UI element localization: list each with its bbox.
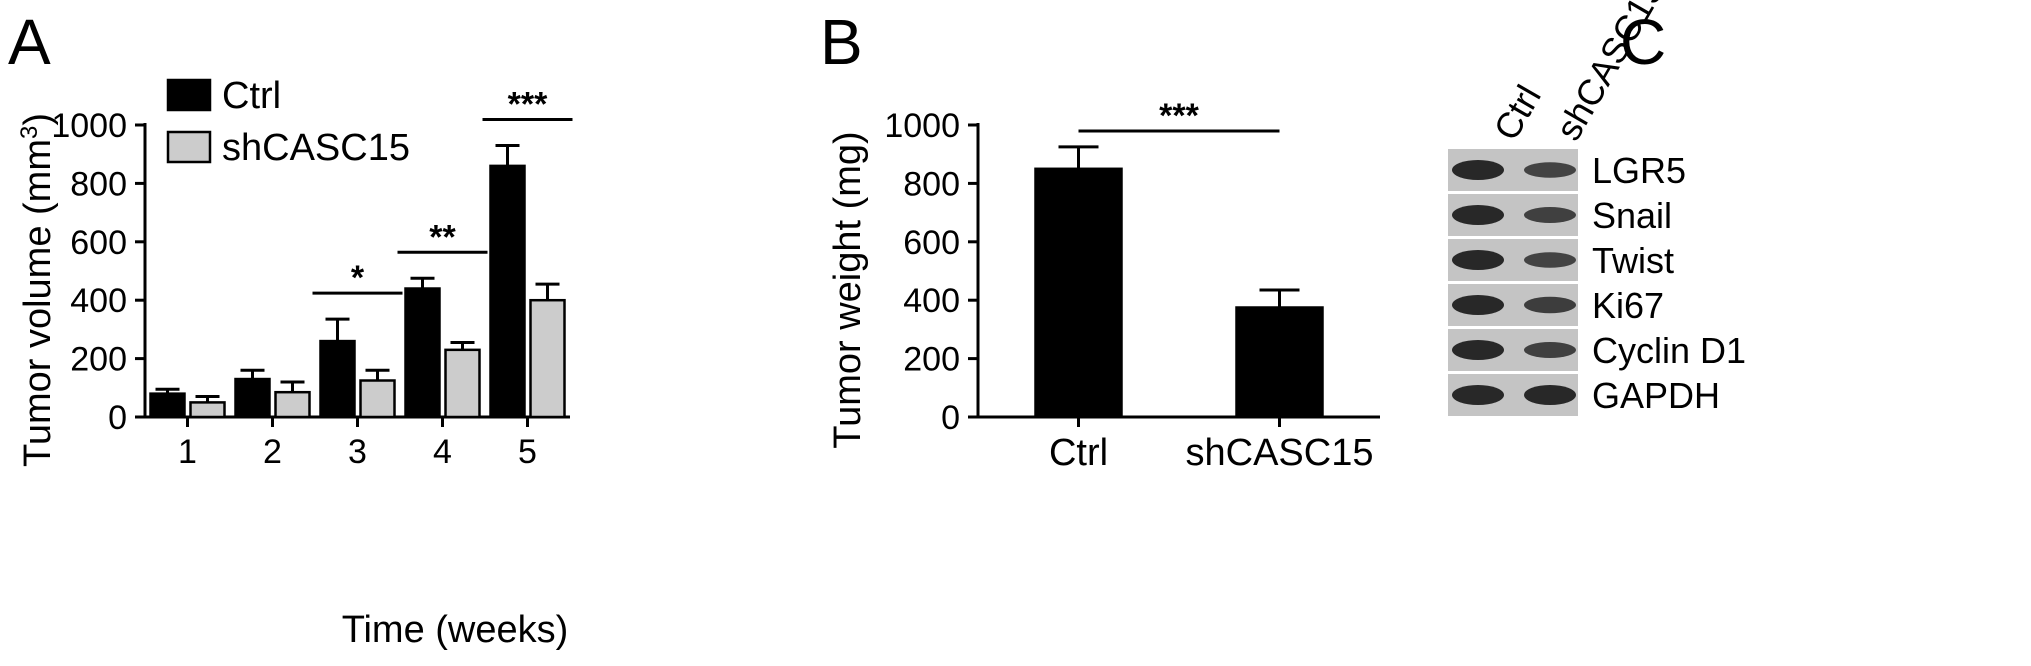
blot-band [1524,162,1576,178]
blot-row-label: Cyclin D1 [1592,330,1746,371]
a-y-tick-label: 400 [70,282,127,320]
blot-row-label: Twist [1592,240,1674,281]
panel-b-letter: B [820,6,863,78]
blot-band [1524,385,1576,405]
a-y-tick-label: 800 [70,165,127,203]
blot-band [1452,205,1504,225]
b-bar-ctrl [1034,167,1123,419]
a-x-tick-label: 5 [518,433,537,471]
blot-band [1524,342,1576,358]
panel-b-chart: B Tumor weight (mg) 0 200 400 600 800 1000 Ctr… [820,6,1380,474]
a-bar-shcasc15 [529,298,566,419]
blot-row-label: GAPDH [1592,375,1720,416]
blot-band [1524,296,1576,314]
b-x-tick-label: Ctrl [1049,432,1108,474]
a-x-tick-label: 3 [348,433,367,471]
blot-band [1452,340,1504,360]
panel-c-letter: C [1620,6,1666,78]
b-bar-shcasc15 [1235,306,1324,419]
b-y-tick-label: 800 [903,165,960,203]
a-y-tick-label: 0 [108,399,127,437]
b-y-tick-label: 600 [903,224,960,262]
panel-a-letter: A [8,6,51,78]
blot-band [1524,207,1576,223]
b-sig-label: *** [1159,97,1199,135]
legend-label: Ctrl [222,75,281,117]
blot-column-label: Ctrl [1485,78,1549,147]
a-x-tick-label: 4 [433,433,452,471]
a-bar-shcasc15 [274,390,311,419]
a-y-tick-label: 600 [70,224,127,262]
b-x-tick-label: shCASC15 [1186,432,1374,474]
a-y-tick-label: 1000 [51,107,127,145]
blot-band [1524,252,1576,268]
a-bar-shcasc15 [359,379,396,419]
legend-label: shCASC15 [222,127,410,169]
b-y-tick-label: 400 [903,282,960,320]
a-sig-label: ** [429,218,456,256]
legend-swatch [166,130,212,164]
a-x-tick-label: 2 [263,433,282,471]
a-bar-ctrl [489,164,526,419]
blot-row-label: LGR5 [1592,150,1686,191]
a-x-tick-label: 1 [178,433,197,471]
a-bar-shcasc15 [444,348,481,419]
panel-a-xlabel: Time (weeks) [342,609,569,651]
b-y-tick-label: 0 [941,399,960,437]
panel-b-ylabel: Tumor weight (mg) [827,131,869,448]
panel-a-ylabel: Tumor volume (mm3) [16,113,60,467]
b-y-tick-label: 1000 [884,107,960,145]
blot-band [1452,295,1504,315]
blot-band [1452,160,1504,180]
a-y-tick-label: 200 [70,341,127,379]
blot-band [1452,385,1504,405]
blot-row-label: Ki67 [1592,285,1664,326]
blot-row-label: Snail [1592,195,1672,236]
blot-band [1452,250,1504,270]
legend-swatch [166,78,212,112]
a-bar-ctrl [404,287,441,419]
b-y-tick-label: 200 [903,341,960,379]
a-bar-ctrl [149,392,186,419]
panel-a-legend: Ctrl shCASC15 [166,75,410,169]
a-bar-ctrl [319,339,356,419]
a-sig-label: *** [508,85,548,123]
a-sig-label: * [351,259,365,297]
panel-a-chart: A Tumor volume (mm3) Time (weeks) 0 200 40… [8,6,573,651]
a-bar-ctrl [234,377,271,419]
a-bar-shcasc15 [189,401,226,419]
